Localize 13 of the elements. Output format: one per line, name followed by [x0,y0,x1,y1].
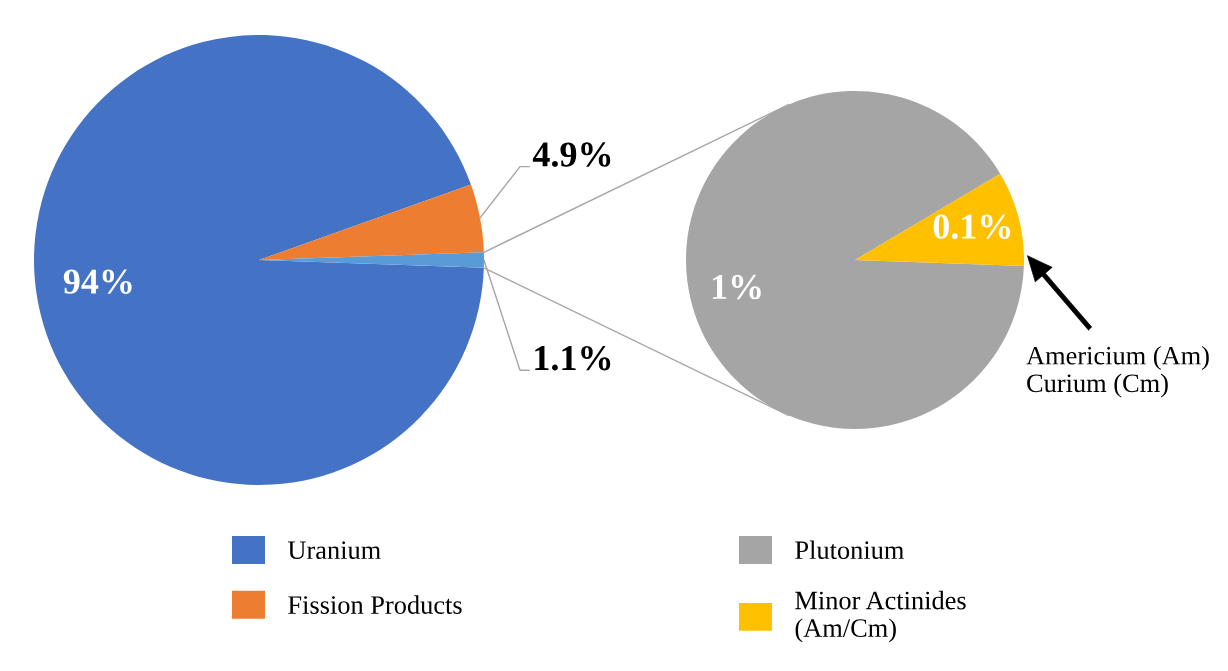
data-label: 1.1% [535,345,611,371]
pie-slice [855,173,1024,266]
text: Americium (Am) Curium (Cm) [1026,346,1209,398]
data-label: 0.1% [933,214,1011,240]
pie-slice [259,184,484,260]
data-label: 4.9% [532,142,611,167]
legend-label: Uranium [287,541,381,560]
legend-label: Minor Actinides (Am/Cm) [795,590,966,643]
data-label: 1% [712,274,761,300]
legend-label: Fission Products [288,595,462,614]
data-label: 94% [63,269,132,294]
pie-slice [34,35,484,485]
legend-label: Plutonium [795,540,904,560]
